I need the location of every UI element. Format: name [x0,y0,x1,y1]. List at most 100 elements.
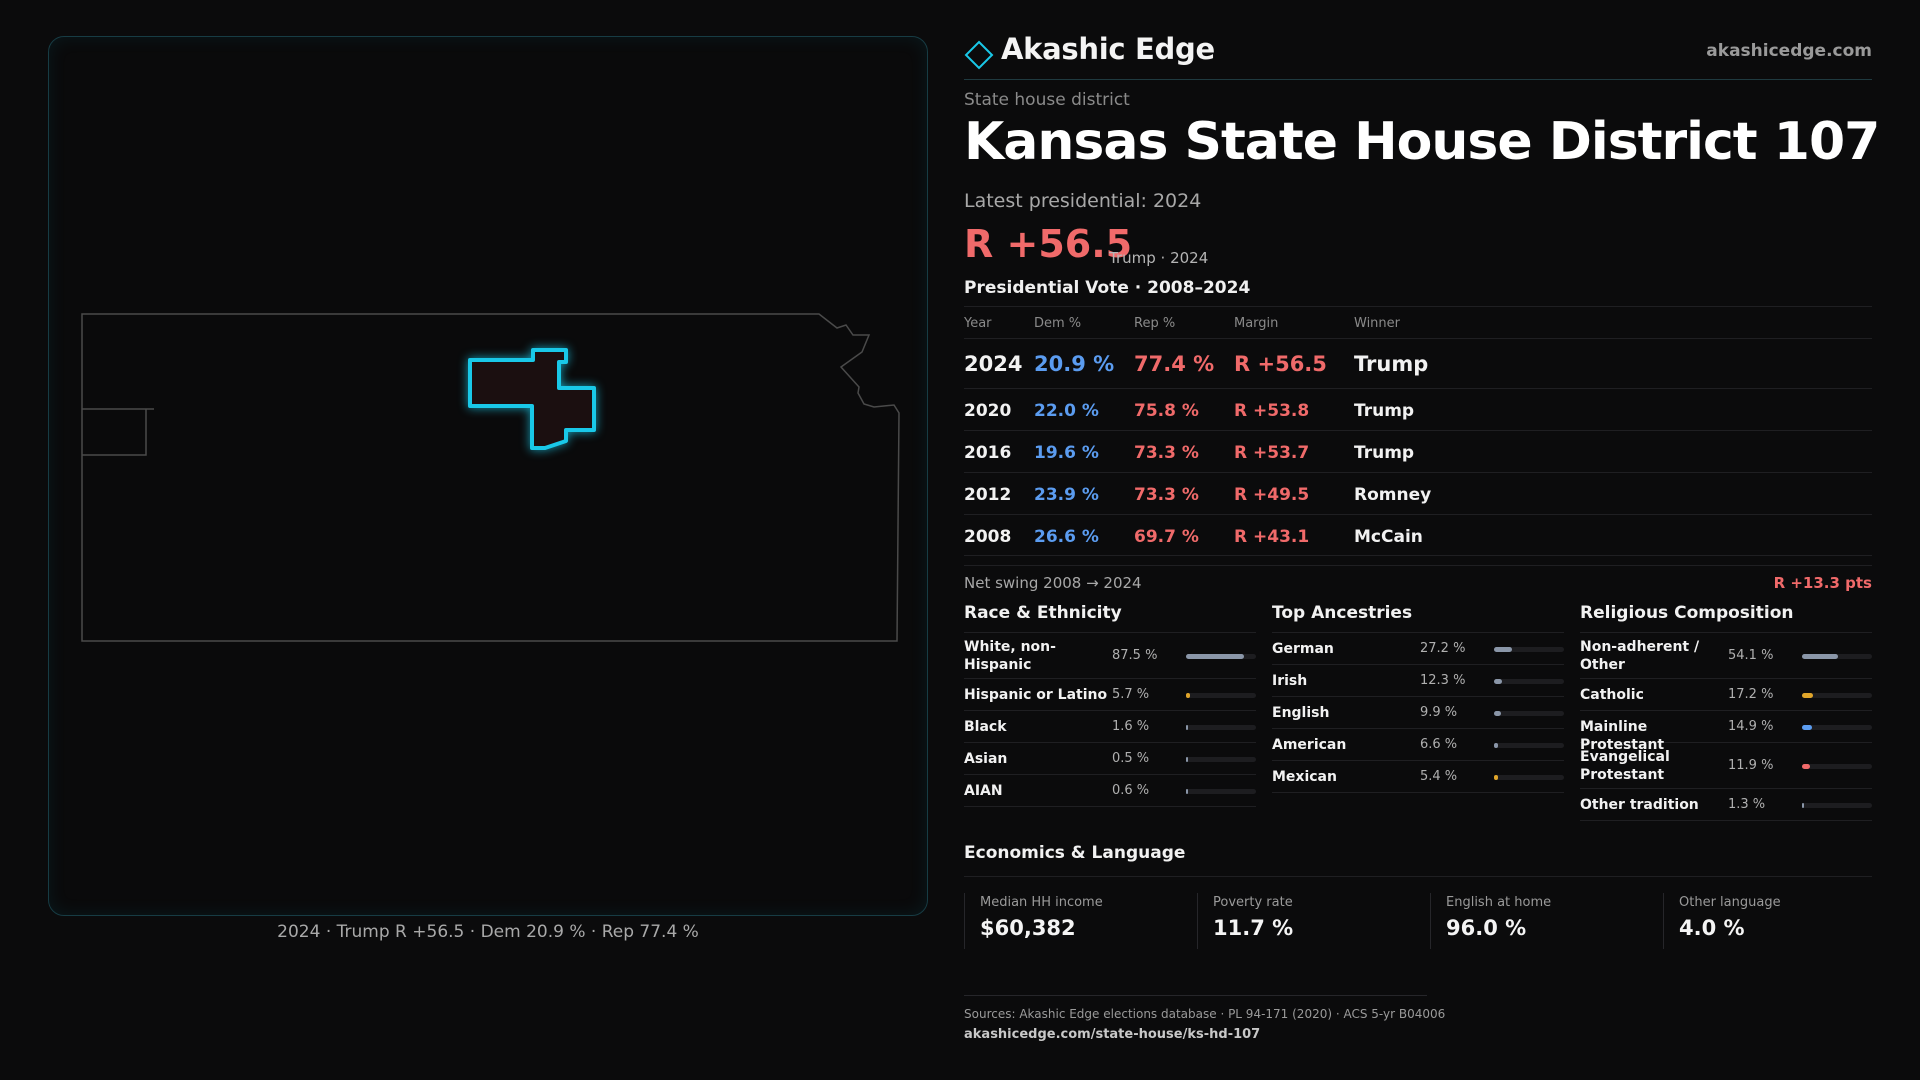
table-row: 2016 19.6 % 73.3 % R +53.7 Trump [964,430,1872,472]
cell-winner: Trump [1354,443,1415,463]
bar-track [1494,743,1564,748]
demo-row: Non-adherent / Other 54.1 % [1580,633,1872,679]
demo-value: 6.6 % [1420,737,1458,752]
demo-label: English [1272,705,1330,721]
econ-value: 4.0 % [1679,916,1745,940]
demo-value: 5.4 % [1420,769,1458,784]
demo-value: 11.9 % [1728,758,1774,773]
brand-header: Akashic Edge akashicedge.com [964,30,1872,80]
econ-cell-english: English at home 96.0 % [1430,893,1650,949]
demo-value: 27.2 % [1420,641,1466,656]
demo-label: Mexican [1272,769,1337,785]
net-swing-value: R +13.3 pts [1773,574,1872,592]
demo-value: 1.3 % [1728,797,1766,812]
kansas-state-outline [81,313,900,642]
cell-year: 2020 [964,401,1012,421]
econ-cell-poverty: Poverty rate 11.7 % [1197,893,1417,949]
brand-url-link[interactable]: akashicedge.com [1706,41,1872,61]
district-highlight[interactable] [468,348,596,450]
cell-margin: R +53.7 [1234,443,1310,463]
bar-track [1186,789,1256,794]
demo-label: White, non-Hispanic [964,639,1056,673]
header-year: Year [964,316,992,331]
cell-winner: Romney [1354,485,1432,505]
demo-row: Irish 12.3 % [1272,665,1564,697]
bar-track [1494,775,1564,780]
header-winner: Winner [1354,316,1401,331]
demo-value: 87.5 % [1112,648,1158,663]
cell-year: 2016 [964,443,1012,463]
cell-margin: R +56.5 [1234,352,1327,376]
econ-cell-other-language: Other language 4.0 % [1663,893,1883,949]
demo-label: American [1272,737,1347,753]
header-dem: Dem % [1034,316,1082,331]
demo-label: Non-adherent / Other [1580,639,1700,673]
demo-row: Black 1.6 % [964,711,1256,743]
demo-label: Irish [1272,673,1308,689]
bar-track [1186,693,1256,698]
map-panel[interactable] [48,36,928,916]
demo-label: Catholic [1580,687,1644,703]
table-row: 2020 22.0 % 75.8 % R +53.8 Trump [964,388,1872,430]
bar-fill [1494,679,1503,684]
cell-dem: 20.9 % [1034,352,1115,376]
bar-track [1186,757,1256,762]
demo-row: Catholic 17.2 % [1580,679,1872,711]
demo-row: Hispanic or Latino 5.7 % [964,679,1256,711]
bar-fill [1802,654,1838,659]
cell-rep: 73.3 % [1134,485,1199,505]
district-map[interactable] [49,37,929,917]
demo-value: 5.7 % [1112,687,1150,702]
bar-fill [1494,711,1501,716]
economics-row: Median HH income $60,382 Poverty rate 11… [964,893,1872,949]
bar-fill [1186,725,1188,730]
demo-row: English 9.9 % [1272,697,1564,729]
demo-row: Evangelical Protestant 11.9 % [1580,743,1872,789]
presidential-vote-table: Year Dem % Rep % Margin Winner 2024 20.9… [964,306,1872,556]
diamond-logo-icon [964,40,994,70]
cell-year: 2024 [964,352,1023,376]
econ-label: Median HH income [980,895,1103,910]
demo-value: 12.3 % [1420,673,1466,688]
net-swing-row: Net swing 2008 → 2024 R +13.3 pts [964,565,1872,595]
demo-label: Black [964,719,1007,735]
econ-value: $60,382 [980,916,1076,940]
bar-track [1802,693,1872,698]
cell-rep: 69.7 % [1134,527,1199,547]
bar-track [1802,725,1872,730]
bar-fill [1186,654,1244,659]
bar-track [1494,711,1564,716]
table-header-row: Year Dem % Rep % Margin Winner [964,306,1872,338]
footer-url-link[interactable]: akashicedge.com/state-house/ks-hd-107 [964,1027,1261,1042]
cell-margin: R +43.1 [1234,527,1310,547]
econ-value: 11.7 % [1213,916,1294,940]
bar-track [1802,764,1872,769]
section-title: Top Ancestries [1272,600,1564,633]
cell-winner: Trump [1354,401,1415,421]
county-outline [82,408,154,456]
cell-rep: 77.4 % [1134,352,1215,376]
bar-track [1494,679,1564,684]
demo-label: Mainline Protestant [1580,719,1665,753]
header-rep: Rep % [1134,316,1176,331]
economics-title: Economics & Language [964,843,1872,877]
bar-fill [1802,803,1804,808]
table-row: 2024 20.9 % 77.4 % R +56.5 Trump [964,338,1872,388]
cell-dem: 23.9 % [1034,485,1099,505]
cell-rep: 75.8 % [1134,401,1199,421]
bar-fill [1802,693,1814,698]
econ-label: Other language [1679,895,1781,910]
cell-year: 2012 [964,485,1012,505]
bar-track [1802,803,1872,808]
econ-label: English at home [1446,895,1552,910]
bar-track [1802,654,1872,659]
cell-dem: 26.6 % [1034,527,1099,547]
econ-value: 96.0 % [1446,916,1527,940]
brand-name: Akashic Edge [1001,32,1215,66]
district-type: State house district [964,90,1130,110]
demo-value: 17.2 % [1728,687,1774,702]
bar-fill [1494,647,1513,652]
table-row: 2008 26.6 % 69.7 % R +43.1 McCain [964,514,1872,556]
section-title: Race & Ethnicity [964,600,1256,633]
